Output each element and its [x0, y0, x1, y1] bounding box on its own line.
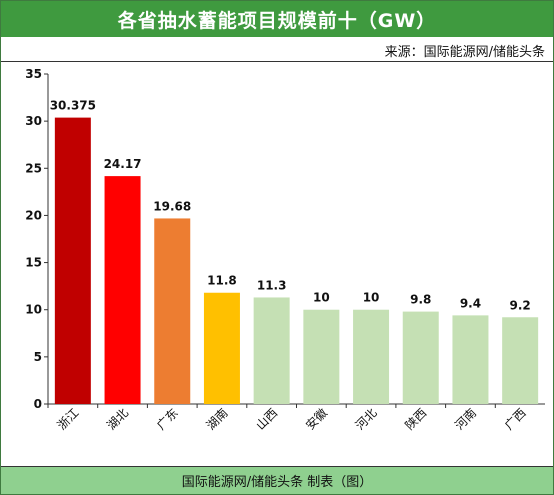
y-tick-label: 0 [34, 397, 42, 411]
x-tick-label: 湖北 [104, 405, 132, 433]
y-tick-label: 15 [25, 256, 42, 270]
data-label: 9.4 [460, 296, 481, 310]
footer-credit: 国际能源网/储能头条 制表（图） [1, 466, 553, 494]
data-label: 30.375 [50, 99, 96, 113]
x-tick-label: 广西 [502, 406, 529, 433]
data-label: 11.8 [207, 274, 237, 288]
data-label: 19.68 [153, 199, 191, 213]
data-label: 9.2 [510, 298, 531, 312]
data-label: 11.3 [257, 278, 287, 292]
bar-湖南 [203, 292, 240, 404]
bars [54, 117, 539, 404]
bar-河北 [353, 309, 390, 404]
x-tick-label: 安徽 [302, 405, 330, 433]
bar-陕西 [402, 311, 439, 404]
data-label: 10 [363, 291, 380, 305]
y-tick-label: 35 [25, 67, 42, 81]
y-tick-label: 5 [34, 350, 42, 364]
bar-广西 [502, 317, 539, 404]
x-tick-label: 广东 [154, 406, 181, 433]
data-label: 9.8 [410, 293, 431, 307]
bar-安徽 [303, 309, 340, 404]
y-tick-label: 25 [25, 161, 42, 175]
source-bar: 来源：国际能源网/储能头条 [1, 37, 553, 62]
data-label: 24.17 [104, 157, 142, 171]
x-tick-label: 河北 [353, 406, 380, 433]
y-tick-label: 20 [25, 208, 42, 222]
source-text: 来源：国际能源网/储能头条 [384, 45, 545, 60]
bar-广东 [154, 218, 191, 404]
bar-浙江 [54, 117, 91, 404]
x-tick-label: 陕西 [402, 405, 430, 433]
bar-河南 [452, 315, 489, 404]
y-tick-label: 30 [25, 114, 42, 128]
x-tick-label: 河南 [451, 405, 479, 433]
x-tick-label: 山西 [253, 406, 280, 433]
data-label: 10 [313, 291, 330, 305]
x-tick-label: 湖南 [203, 405, 231, 433]
bar-山西 [253, 297, 290, 404]
bar-chart: 0 5 10 15 20 25 30 35 30.375 浙江 24.17 湖北 19.68 广东 11.… [25, 67, 545, 433]
bar-湖北 [104, 176, 141, 404]
chart-title: 各省抽水蓄能项目规模前十（GW） [1, 1, 553, 37]
x-tick-label: 浙江 [55, 406, 82, 433]
y-tick-label: 10 [25, 303, 42, 317]
